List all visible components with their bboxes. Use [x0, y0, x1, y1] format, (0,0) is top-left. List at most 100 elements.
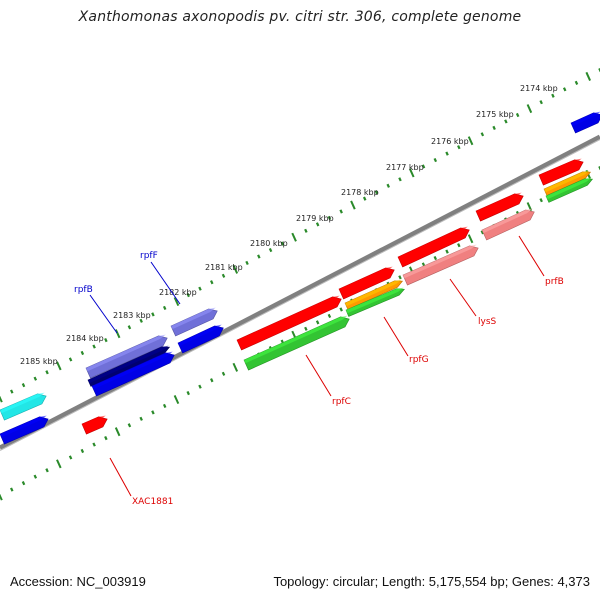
gene-arrow-red-right-highlight: [539, 158, 582, 179]
major-tick: [173, 297, 180, 307]
minor-tick: [80, 350, 85, 356]
minor-tick: [539, 198, 543, 203]
minor-tick: [398, 177, 402, 182]
minor-tick: [92, 344, 96, 349]
upper-scale-track: [0, 68, 600, 403]
minor-tick: [162, 403, 167, 409]
gene-arrow-rpfG-orange-highlight: [345, 279, 402, 307]
minor-tick: [162, 305, 167, 311]
gene-arrow-prfB-pink-body: [481, 209, 535, 241]
major-tick: [232, 362, 239, 372]
minor-tick: [421, 164, 426, 169]
minor-tick: [445, 249, 449, 254]
label-lysS: lysS: [478, 317, 497, 327]
label-rpfC: rpfC: [332, 397, 351, 407]
gene-arrow-rpfB-upper-highlight: [86, 334, 166, 372]
minor-tick: [139, 416, 143, 421]
minor-tick: [151, 312, 155, 317]
minor-tick: [362, 196, 367, 201]
gene-arrow-XAC1881: [81, 415, 108, 435]
minor-tick: [10, 487, 14, 492]
minor-tick: [127, 423, 132, 428]
gene-arrow-prfB-pink-highlight: [482, 208, 533, 234]
minor-tick: [210, 378, 214, 383]
minor-tick: [280, 241, 285, 246]
rpfG-leader: [383, 316, 409, 357]
gene-arrow-rpfG-orange-body: [344, 280, 404, 310]
gene-arrow-cyan-body: [0, 393, 47, 421]
minor-tick: [574, 80, 579, 85]
minor-tick: [21, 383, 26, 388]
gene-arrow-rpfC-green-highlight: [244, 315, 348, 364]
scale-label: 2181 kbp: [205, 263, 243, 272]
gene-arrow-rpfB-upper: [85, 334, 168, 379]
minor-tick: [304, 228, 308, 233]
scale-label: 2174 kbp: [520, 84, 558, 93]
gene-arrow-red-right-body: [538, 159, 584, 186]
genome-backbone: [0, 134, 600, 451]
minor-tick: [327, 215, 332, 221]
major-tick: [467, 136, 474, 146]
gene-arrow-XAC1881-highlight: [82, 415, 106, 428]
minor-tick: [257, 254, 261, 259]
minor-tick: [551, 93, 555, 98]
minor-tick: [10, 389, 14, 394]
minor-tick: [127, 325, 132, 330]
gene-arrow-rpfC-red-highlight: [237, 295, 340, 344]
gene-arrow-rpfG-orange: [344, 279, 404, 310]
gene-arrow-green-right-highlight: [546, 177, 592, 200]
gene-arrow-lysS-pink: [402, 244, 479, 286]
minor-tick: [433, 255, 438, 261]
minor-tick: [480, 132, 485, 137]
major-tick: [467, 234, 474, 244]
gene-arrow-blue-left-body: [0, 416, 49, 445]
minor-tick: [268, 247, 273, 253]
scale-label: 2179 kbp: [296, 214, 334, 223]
gene-arrow-rpfB-upper-body: [85, 335, 168, 379]
minor-tick: [504, 119, 508, 124]
minor-tick: [151, 410, 155, 415]
gene-arrow-orange-right: [543, 170, 592, 196]
minor-tick: [221, 273, 226, 278]
major-tick: [291, 232, 297, 242]
genome-title: Xanthomonas axonopodis pv. citri str. 30…: [78, 9, 522, 25]
scale-label: 2184 kbp: [66, 334, 104, 343]
gene-arrow-rpfG-green-body: [345, 288, 405, 317]
minor-tick: [480, 230, 485, 235]
gene-arrow-prfB-red-highlight: [476, 192, 522, 215]
scale-label: 2182 kbp: [159, 288, 197, 297]
minor-tick: [33, 474, 38, 479]
major-tick: [114, 329, 121, 339]
major-tick: [56, 459, 62, 469]
lysS-leader: [449, 278, 477, 317]
gene-arrow-orange-right-highlight: [544, 170, 590, 193]
genome-backbone-highlight: [0, 139, 600, 451]
minor-tick: [186, 293, 190, 298]
minor-tick: [104, 338, 108, 343]
minor-tick: [186, 391, 190, 396]
rpfC-leader: [305, 354, 332, 397]
gene-arrow-red-right: [538, 158, 584, 186]
gene-arrow-prfB-red: [475, 192, 524, 222]
minor-tick: [327, 313, 332, 319]
prfB-leader: [518, 235, 545, 277]
gene-arrow-rpfB-lower: [87, 345, 171, 387]
gene-arrow-lysS-red-highlight: [398, 226, 468, 261]
minor-tick: [304, 326, 308, 331]
gene-arrow-rpfG-green-highlight: [346, 287, 404, 314]
minor-tick: [33, 376, 38, 381]
minor-tick: [515, 112, 520, 118]
major-tick: [0, 395, 3, 403]
gene-arrow-rpfG-green: [345, 287, 405, 317]
gene-arrow-rpfB-lower-highlight: [88, 345, 169, 384]
minor-tick: [315, 320, 320, 325]
gene-arrow-blue-mid-highlight: [92, 351, 173, 390]
major-tick: [350, 200, 356, 210]
minor-tick: [245, 260, 249, 266]
minor-tick: [562, 87, 567, 92]
minor-tick: [45, 370, 49, 375]
label-rpfG: rpfG: [409, 355, 429, 365]
minor-tick: [139, 318, 143, 323]
scale-label: 2175 kbp: [476, 110, 514, 119]
